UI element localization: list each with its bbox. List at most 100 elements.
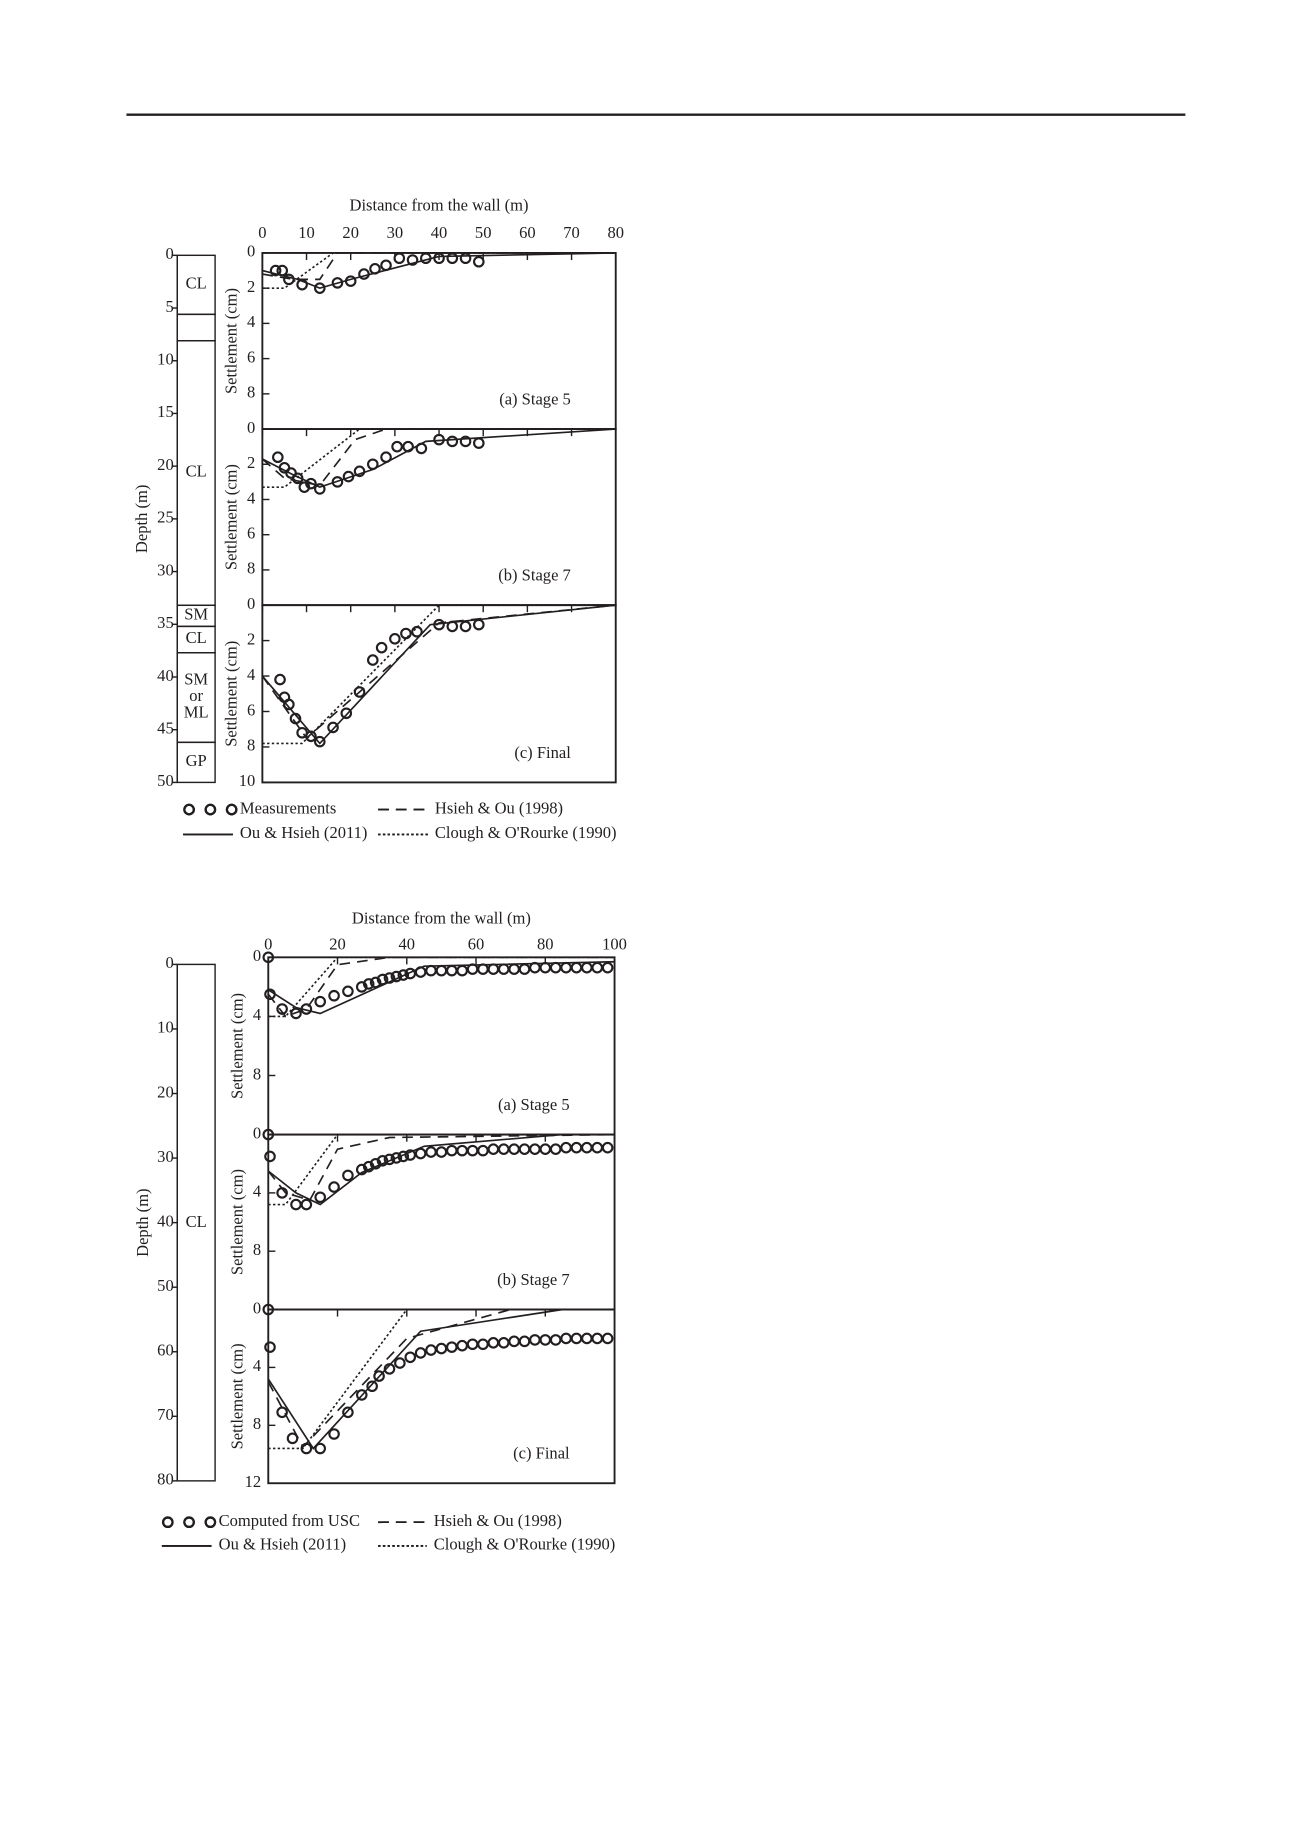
y-tick-label: 8 (253, 1064, 261, 1083)
data-point (313, 483, 326, 495)
data-point (477, 1144, 489, 1157)
data-point (327, 721, 339, 734)
data-point (272, 451, 284, 464)
y-tick-label: 6 (247, 523, 255, 542)
data-point (446, 435, 459, 448)
x-tick-label: 80 (607, 223, 624, 242)
panel-annotation: (c) Final (513, 1444, 570, 1463)
data-point (283, 273, 295, 286)
y-tick-label: 2 (247, 453, 255, 472)
series-line (267, 1308, 615, 1450)
soil-layer-label: CL (185, 1213, 207, 1231)
x-tick-label: 100 (602, 934, 627, 953)
depth-tick-label: 45 (157, 718, 174, 737)
soil-layer-label: GP (185, 752, 207, 771)
data-point (389, 633, 401, 645)
x-tick-label: 10 (298, 223, 315, 242)
data-point (314, 1191, 327, 1204)
data-point (369, 1157, 382, 1170)
y-tick-label: 0 (253, 1298, 261, 1317)
data-point (313, 282, 326, 294)
y-tick-label: 0 (253, 1123, 261, 1142)
data-point (397, 969, 410, 981)
series-line (261, 604, 616, 745)
data-point (394, 1357, 406, 1369)
y-axis-title: Settlement (cm) (222, 464, 241, 570)
data-point (366, 1380, 378, 1393)
depth-tick-label: 30 (157, 560, 174, 579)
soil-layer-label-wrap: GP (177, 727, 215, 798)
x-tick-label: 40 (399, 934, 416, 953)
legend-symbol (225, 803, 238, 816)
series-line (268, 1133, 615, 1206)
panel-annotation: (b) Stage 7 (497, 1270, 570, 1289)
series-line (267, 960, 615, 1015)
series-line (261, 428, 616, 487)
y-axis-title: Settlement (cm) (222, 288, 241, 394)
data-point (459, 435, 472, 448)
data-point (446, 1341, 458, 1353)
data-point (313, 735, 326, 748)
data-point (601, 1332, 614, 1345)
data-point (391, 440, 403, 453)
data-point (314, 995, 327, 1008)
panel-annotation: (c) Final (514, 743, 571, 762)
y-tick-label: 4 (253, 1182, 261, 1201)
x-tick-label: 30 (387, 223, 404, 242)
depth-tick-label: 0 (165, 953, 173, 972)
legend-label: Ou & Hsieh (2011) (240, 823, 367, 842)
data-point (549, 1334, 562, 1346)
soil-layer-label: CL (185, 630, 207, 648)
data-point (404, 967, 417, 980)
series-line (262, 252, 616, 290)
soil-layer-label-wrap: SM (177, 580, 215, 651)
soil-layer-label-wrap: CL (177, 249, 215, 320)
data-point (435, 1342, 448, 1355)
data-point (342, 1169, 354, 1182)
data-point (601, 961, 614, 974)
data-point (355, 1389, 368, 1401)
x-tick-label: 0 (264, 934, 272, 953)
depth-tick-label: 30 (157, 1147, 174, 1166)
data-point (414, 1147, 427, 1160)
data-point (477, 1338, 489, 1351)
y-tick-label: 4 (247, 665, 255, 684)
data-point (549, 1143, 562, 1155)
x-tick-label: 20 (342, 223, 359, 242)
depth-tick-label: 35 (157, 613, 174, 632)
series-line (262, 604, 616, 745)
soil-layer-label-wrap: CL (177, 604, 215, 675)
y-tick-label: 4 (253, 1356, 261, 1375)
series-line (267, 1133, 615, 1202)
series-line (262, 252, 616, 290)
data-point (328, 1181, 340, 1193)
soil-layer-label-box: CL (186, 464, 207, 481)
y-tick-label: 8 (247, 559, 255, 578)
y-tick-label: 8 (253, 1240, 261, 1259)
data-point (305, 477, 317, 490)
depth-tick-label: 70 (157, 1405, 174, 1424)
y-tick-label: 6 (247, 700, 255, 719)
data-point (328, 1428, 340, 1440)
legend-label: Clough & O'Rourke (1990) (435, 823, 617, 842)
x-tick-label: 60 (468, 934, 485, 953)
data-point (369, 976, 382, 989)
soil-layer-label: SM or ML (183, 671, 209, 723)
soil-layer (176, 963, 216, 1482)
x-tick-label: 20 (329, 934, 346, 953)
data-point (276, 1003, 288, 1015)
y-tick-label: 8 (247, 736, 255, 755)
panel-annotation: (b) Stage 7 (498, 566, 571, 585)
series-line (267, 956, 615, 1018)
data-point (375, 641, 388, 654)
y-tick-label: 6 (247, 347, 255, 366)
data-point (425, 1344, 437, 1356)
data-point (435, 1146, 448, 1158)
data-point (269, 264, 282, 277)
legend-symbol (162, 1516, 174, 1529)
depth-tick-label: 25 (157, 508, 174, 527)
x-axis-title: Distance from the wall (m) (350, 196, 529, 215)
depth-tick-label: 0 (165, 244, 173, 263)
